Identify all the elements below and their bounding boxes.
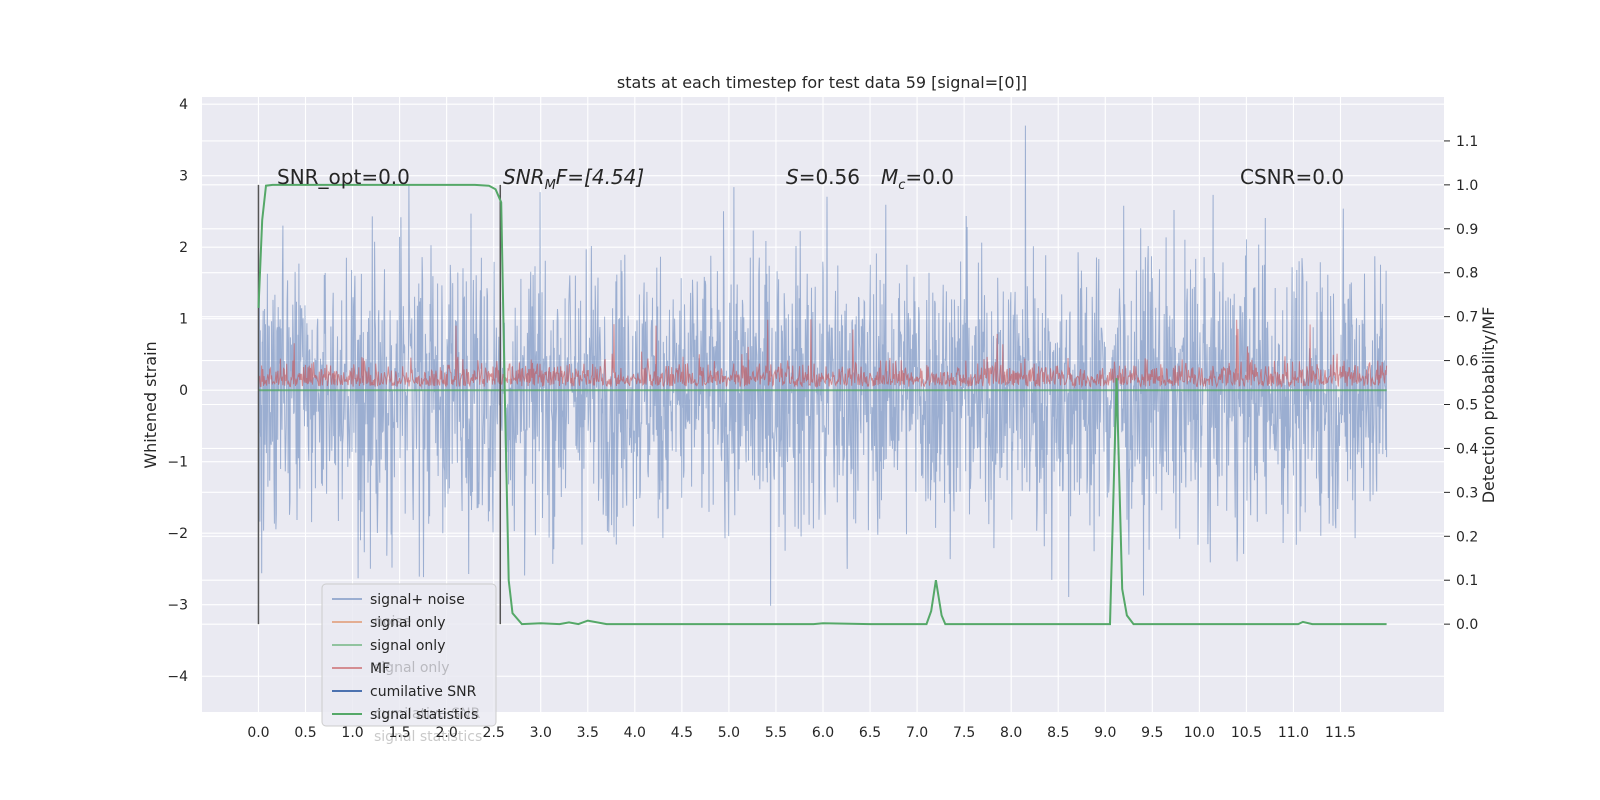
x-tick-label: 5.5 (765, 725, 787, 741)
legend-label: signal only (370, 615, 445, 631)
legend-label: MF (370, 661, 390, 677)
y-tick-label-left: 0 (179, 383, 188, 399)
x-tick-label: 5.0 (718, 725, 740, 741)
x-tick-label: 10.5 (1231, 725, 1262, 741)
y-tick-label-left: 1 (179, 312, 188, 328)
legend-ghost-label: signal only (374, 660, 449, 676)
x-tick-label: 7.5 (953, 725, 975, 741)
snr-mf-subscript: M (545, 178, 556, 193)
x-tick-label: 3.0 (530, 725, 552, 741)
x-tick-label: 1.5 (388, 725, 410, 741)
x-tick-label: 2.0 (436, 725, 458, 741)
legend-ghost-label: cumilative SNR (374, 706, 481, 722)
y-tick-label-right: 0.9 (1456, 222, 1478, 238)
x-tick-label: 3.5 (577, 725, 599, 741)
x-tick-label: 9.0 (1094, 725, 1116, 741)
x-tick-label: 7.0 (906, 725, 928, 741)
series-signal-statistics (257, 183, 1387, 626)
snr-mf-symbol: SNR (503, 165, 545, 189)
mc-subscript: c (898, 178, 905, 193)
mc-value: =0.0 (905, 165, 954, 189)
x-tick-label: 0.5 (294, 725, 316, 741)
y-tick-label-left: 2 (179, 240, 188, 256)
y-tick-label-right: 0.2 (1456, 529, 1478, 545)
y-tick-labels-left: 4 3 2 1 0 −1 −2 −3 −4 (167, 97, 188, 685)
y-tick-label-left: 4 (179, 97, 188, 113)
snr-mf-value: F=[4.54] (556, 165, 644, 189)
x-tick-label: 6.5 (859, 725, 881, 741)
y-tick-label-right: 1.0 (1456, 178, 1478, 194)
chart-title: stats at each timestep for test data 59 … (617, 73, 1027, 92)
legend-box (321, 583, 497, 727)
x-tick-label: 8.0 (1000, 725, 1022, 741)
y-tick-label-right: 0.1 (1456, 573, 1478, 589)
legend-label: signal statistics (370, 707, 478, 723)
y-tick-label-left: −1 (167, 455, 188, 471)
s-value: =0.56 (799, 165, 860, 189)
x-tick-label: 9.5 (1141, 725, 1163, 741)
x-tick-label: 10.0 (1184, 725, 1215, 741)
snr-mf-annotation: SNRMF=[4.54] (503, 165, 644, 193)
y-tick-label-right: 0.0 (1456, 617, 1478, 633)
legend-label: signal only (370, 638, 445, 654)
csnr-annotation: CSNR=0.0 (1240, 165, 1344, 189)
y-tick-label-right: 0.5 (1456, 398, 1478, 414)
y-tick-label-left: −3 (167, 598, 188, 614)
s-symbol: S (786, 165, 799, 189)
x-tick-label: 1.0 (341, 725, 363, 741)
y-axis-label-right: Detection probability/MF (1479, 307, 1498, 504)
snr-opt-annotation: SNR_opt=0.0 (277, 165, 410, 189)
series-mf (258, 319, 1388, 389)
y-tick-label-left: 3 (179, 169, 188, 185)
annotations: SNR_opt=0.0 SNRMF=[4.54] S=0.56 Mc=0.0 C… (277, 165, 1344, 193)
x-tick-label: 4.0 (624, 725, 646, 741)
y-tick-label-right: 1.1 (1456, 134, 1478, 150)
x-tick-label: 11.5 (1325, 725, 1356, 741)
x-tick-label: 0.0 (247, 725, 269, 741)
plot-series (257, 125, 1388, 626)
s-annotation: S=0.56 (786, 165, 860, 189)
y-tick-label-right: 0.3 (1456, 485, 1478, 501)
y-tick-label-left: −2 (167, 526, 188, 542)
x-tick-label: 6.0 (812, 725, 834, 741)
legend-label: cumilative SNR (370, 684, 477, 700)
x-tick-label: 2.5 (483, 725, 505, 741)
legend-ghost-label: signal statistics (374, 729, 482, 745)
mc-symbol: M (881, 165, 898, 189)
x-tick-label: 11.0 (1278, 725, 1309, 741)
y-tick-labels-right: 1.1 1.0 0.9 0.8 0.7 0.6 0.5 0.4 0.3 0.2 0.1 0.0 (1456, 134, 1478, 633)
x-tick-label: 8.5 (1047, 725, 1069, 741)
legend-ghost-label: noise (374, 614, 411, 630)
mc-annotation: Mc=0.0 (881, 165, 954, 193)
y-tick-label-right: 0.8 (1456, 266, 1478, 282)
x-tick-label: 4.5 (671, 725, 693, 741)
y-tick-label-right: 0.4 (1456, 441, 1478, 457)
x-tick-labels: 0.0 0.5 1.0 1.5 2.0 2.5 3.0 3.5 4.0 4.5 5.0 5.5 6.0 6… (247, 725, 1356, 741)
y-tick-label-right: 0.6 (1456, 354, 1478, 370)
y-tick-label-right: 0.7 (1456, 310, 1478, 326)
y-axis-label-left: Whitened strain (141, 341, 160, 468)
legend-label: signal+ noise (370, 592, 465, 608)
series-signal-noise (258, 125, 1388, 606)
y-tick-label-left: −4 (167, 669, 188, 685)
